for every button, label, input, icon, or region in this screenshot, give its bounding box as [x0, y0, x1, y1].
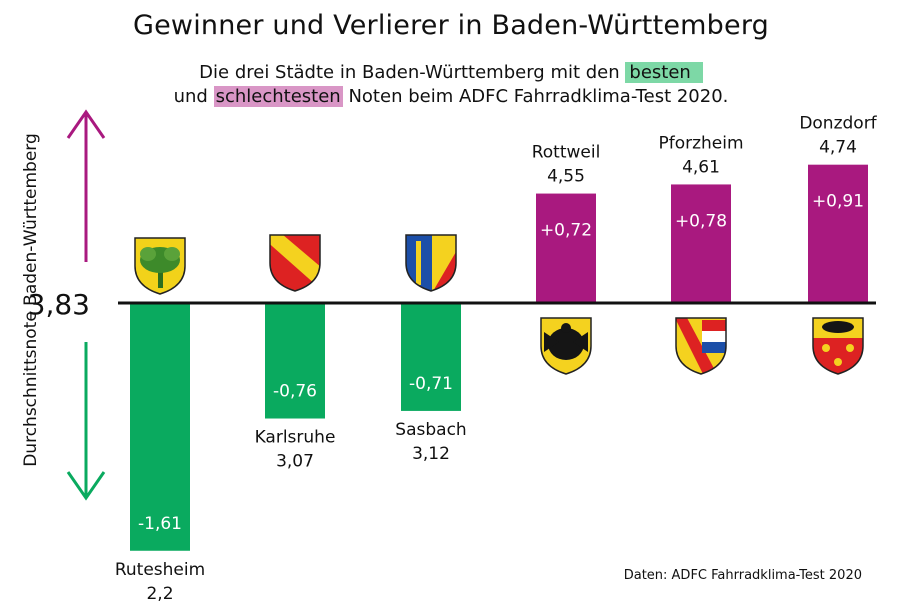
subtitle-text: und: [173, 86, 208, 107]
difference-label: +0,91: [812, 192, 864, 212]
category-label: Karlsruhe: [255, 428, 336, 448]
donzdorf-crest-icon: [812, 317, 864, 375]
bar-karlsruhe: [265, 303, 325, 419]
bar-pforzheim: [671, 184, 731, 303]
best-highlight: besten: [625, 62, 703, 83]
rutesheim-crest-icon: [134, 237, 186, 295]
subtitle-line-2: und schlechtesten Noten beim ADFC Fahrra…: [0, 86, 902, 107]
category-label: Rottweil: [532, 143, 601, 163]
value-label: 4,55: [547, 167, 585, 187]
category-label: Pforzheim: [658, 133, 743, 153]
down-arrow-icon: [66, 342, 106, 501]
difference-label: -0,71: [409, 374, 453, 394]
value-label: 4,74: [819, 138, 857, 158]
difference-label: +0,72: [540, 221, 592, 241]
bar-rottweil: [536, 193, 596, 303]
difference-label: +0,78: [675, 211, 727, 231]
value-label: 3,12: [412, 444, 450, 464]
pforzheim-crest-icon: [675, 317, 727, 375]
chart-title: Gewinner und Verlierer in Baden-Württemb…: [132, 10, 769, 41]
value-label: 4,61: [682, 157, 720, 177]
y-axis-label: Durchschnittsnote Baden-Württemberg: [21, 133, 41, 467]
difference-label: -1,61: [138, 514, 182, 534]
category-label: Donzdorf: [799, 114, 877, 134]
source-note: Daten: ADFC Fahrradklima-Test 2020: [623, 568, 862, 583]
worst-highlight: schlechtesten: [213, 86, 343, 107]
bar-rutesheim: [130, 303, 190, 551]
bar-sasbach: [401, 303, 461, 411]
category-label: Sasbach: [395, 420, 466, 440]
up-arrow-icon: [66, 109, 106, 262]
difference-label: -0,76: [273, 382, 317, 402]
subtitle-text: Noten beim ADFC Fahrradklima-Test 2020.: [348, 86, 729, 107]
bar-donzdorf: [808, 164, 868, 303]
value-label: 2,2: [146, 584, 173, 601]
baseline-label: 3,83: [28, 288, 90, 321]
category-label: Rutesheim: [115, 560, 205, 580]
subtitle-line-1: Die drei Städte in Baden-Württemberg mit…: [0, 62, 902, 83]
subtitle-text: Die drei Städte in Baden-Württemberg mit…: [199, 62, 620, 83]
sasbach-crest-icon: [405, 234, 457, 292]
karlsruhe-crest-icon: [269, 234, 321, 292]
value-label: 3,07: [276, 452, 314, 472]
rottweil-crest-icon: [540, 317, 592, 375]
